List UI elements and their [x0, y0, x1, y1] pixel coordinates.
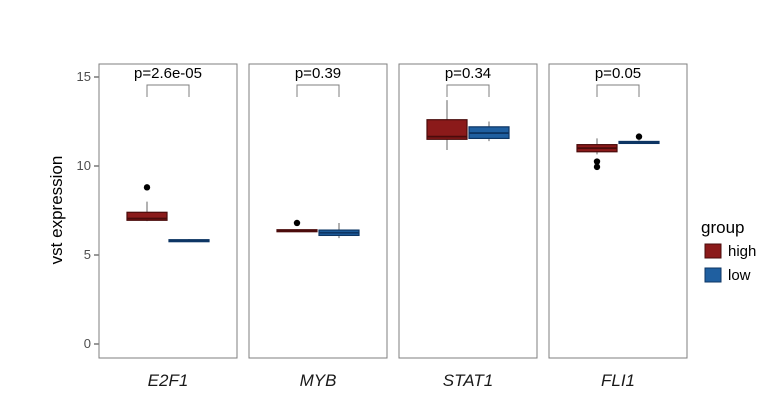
legend-label: high [728, 243, 756, 260]
outlier-point [593, 163, 601, 171]
panel-gene-label: MYB [300, 371, 337, 390]
box-low [168, 238, 210, 243]
panel-gene-label: E2F1 [148, 371, 189, 390]
panel-myb: p=0.39 MYB [248, 63, 388, 390]
panel-border [98, 63, 238, 359]
p-value-label: p=0.34 [445, 65, 491, 82]
box-high [576, 138, 618, 171]
box-high [276, 219, 318, 233]
p-value-label: p=2.6e-05 [134, 65, 202, 82]
outlier-point [593, 158, 601, 165]
panels: p=2.6e-05 E2F1 p=0.39 MYB p=0.34 STAT1 p=0.05 F… [98, 63, 688, 390]
outlier-point [293, 219, 301, 227]
box-high [126, 184, 168, 222]
box-low [468, 121, 510, 142]
legend-item-low: low [704, 267, 751, 284]
box-low [618, 133, 660, 145]
p-value-label: p=0.05 [595, 65, 641, 82]
panel-border [248, 63, 388, 359]
legend: group high low [701, 218, 756, 284]
legend-swatch [704, 267, 722, 283]
significance-bracket [146, 84, 190, 97]
y-tick-label: 15 [77, 69, 91, 84]
significance-bracket [596, 84, 640, 97]
y-tick-label: 5 [84, 247, 91, 262]
significance-bracket [296, 84, 340, 97]
panel-gene-label: STAT1 [443, 371, 493, 390]
outlier-point [143, 184, 151, 191]
y-tick-label: 10 [77, 158, 91, 173]
y-tick-label: 0 [84, 336, 91, 351]
outlier-point [635, 133, 643, 140]
legend-swatch [704, 243, 722, 259]
panel-e2f1: p=2.6e-05 E2F1 [98, 63, 238, 390]
panel-fli1: p=0.05 FLI1 [548, 63, 688, 390]
box-low [318, 222, 360, 239]
box-high [426, 100, 468, 150]
legend-label: low [728, 267, 751, 284]
p-value-label: p=0.39 [295, 65, 341, 82]
legend-title: group [701, 218, 744, 237]
legend-item-high: high [704, 243, 756, 260]
y-axis: 0 5 10 15 [77, 69, 99, 351]
panel-border [398, 63, 538, 359]
significance-bracket [446, 84, 490, 97]
panel-stat1: p=0.34 STAT1 [398, 63, 538, 390]
panel-border [548, 63, 688, 359]
panel-gene-label: FLI1 [601, 371, 635, 390]
box-body [126, 211, 168, 221]
y-axis-label: vst expression [47, 156, 66, 265]
box-body [426, 119, 468, 140]
